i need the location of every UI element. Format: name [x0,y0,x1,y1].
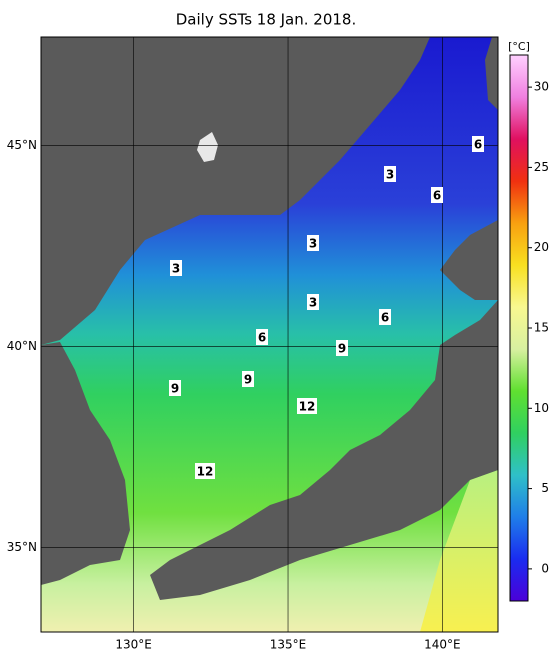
colorbar-tick-label: 15 [534,321,549,335]
colorbar-unit: [°C] [508,40,530,53]
land-continent [41,37,430,345]
contour-label-box [379,309,391,325]
contour-label-box [307,235,319,251]
contour-label-box [297,398,317,414]
contour-label-box [195,463,215,479]
contour-label: 6 [258,331,266,345]
contour-label-box [256,329,268,345]
contour-label-box [307,294,319,310]
colorbar: [°C] 0 5 10 15 20 25 30 [508,40,549,602]
lon-label: 140°E [424,638,461,652]
lake-khanka [197,132,218,162]
land-hokkaido [440,220,498,300]
contour-label-box [431,187,443,203]
contour-label: 6 [433,189,441,203]
contour-label: 3 [172,262,180,276]
land-korea [41,342,130,585]
contour-label: 6 [381,311,389,325]
pacific-sea [420,470,498,632]
lat-label: 45°N [7,138,37,152]
colorbar-tick-label: 0 [541,561,549,575]
map-area [41,37,498,632]
contour-label: 9 [244,373,252,387]
contour-label: 9 [171,382,179,396]
lat-label: 40°N [7,339,37,353]
contour-label-box [170,260,182,276]
contour-label: 6 [474,138,482,152]
contour-label: 3 [309,296,317,310]
colorbar-tick-label: 20 [534,240,549,254]
lon-label: 135°E [270,638,307,652]
contour-label-box [242,371,254,387]
map-frame [40,36,499,633]
contour-label-box [384,166,396,182]
graticule: 130°E 135°E 140°E 45°N 40°N 35°N [7,37,498,652]
contour-label-box [336,340,348,356]
contour-label: 3 [309,237,317,251]
colorbar-tick-label: 5 [541,481,549,495]
contour-label-box [472,136,484,152]
contour-label: 12 [197,465,214,479]
contour-label-box [169,380,181,396]
contour-labels: 6 3 6 3 3 3 6 6 9 9 9 12 12 [169,136,484,479]
contour-label: 12 [299,400,316,414]
colorbar-tick-label: 25 [534,160,549,174]
land-sakhalin [485,37,498,110]
colorbar-bar [509,54,529,602]
contour-label: 3 [386,168,394,182]
lon-label: 130°E [115,638,152,652]
lat-label: 35°N [7,540,37,554]
contour-label: 9 [338,342,346,356]
colorbar-tick-label: 10 [534,401,549,415]
land-honshu [150,300,498,600]
colorbar-tick-label: 30 [534,80,549,94]
map-title: Daily SSTs 18 Jan. 2018. [176,11,356,29]
